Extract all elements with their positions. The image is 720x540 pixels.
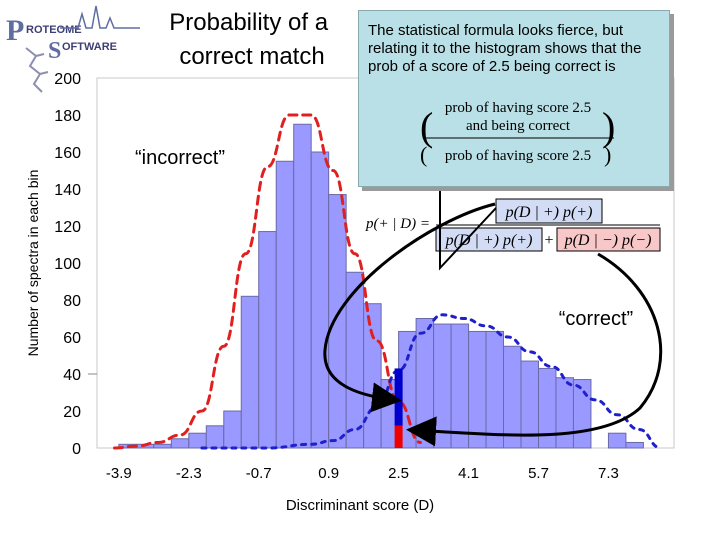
histogram-bar-26 (572, 379, 592, 449)
y-tick-label-0: 0 (72, 441, 81, 458)
histogram-bar-11 (310, 151, 330, 449)
callout-fraction: ( prob of having score 2.5 and being cor… (420, 100, 615, 167)
correct-label: “correct” (559, 308, 633, 330)
histogram-bar-17 (415, 318, 435, 449)
histogram-bar-3 (170, 438, 190, 449)
x-tick-label-5: 4.1 (458, 465, 479, 482)
distribution-curves (112, 113, 663, 450)
incorrect-label: “incorrect” (135, 147, 225, 169)
callout-box (358, 10, 670, 187)
formula-denominator-left: p(D | +) p(+) (445, 232, 533, 249)
fraction-denominator-close-paren: ) (604, 142, 611, 167)
logo-molecule-icon (25, 47, 49, 93)
score-2-5-highlight (394, 368, 403, 448)
histogram-bar-6 (223, 410, 242, 449)
x-tick-label-3: 0.9 (318, 465, 339, 482)
fraction-numerator-line-1: prob of having score 2.5 (445, 100, 591, 116)
arrow-to-red-bar (406, 252, 663, 447)
histogram-bar-14 (363, 303, 382, 449)
histogram-bar-18 (433, 323, 452, 449)
histogram-bar-21 (485, 330, 505, 449)
histogram-bar-5 (205, 425, 225, 449)
proteome-software-logo: P ROTEOME S OFTWARE (6, 5, 140, 93)
histogram-bar-22 (503, 345, 522, 449)
logo-initial-s: S (48, 38, 61, 64)
histogram-bar-12 (328, 194, 347, 449)
fraction-denominator: prob of having score 2.5 (445, 148, 591, 164)
y-tick-label-160: 160 (54, 145, 81, 162)
formula-denominator-right: p(D | −) p(−) (564, 232, 652, 249)
histogram-bar-4 (188, 432, 207, 449)
histogram-bar-25 (555, 377, 574, 449)
y-tick-label-20: 20 (63, 404, 81, 421)
x-tick-label-0: -3.9 (106, 465, 132, 482)
y-axis-label: Number of spectra in each bin (25, 170, 41, 357)
y-tick-label-200: 200 (54, 71, 81, 88)
y-tick-label-120: 120 (54, 219, 81, 236)
histogram-bar-8 (258, 231, 277, 449)
histogram-bar-20 (468, 330, 487, 449)
formula-numerator: p(D | +) p(+) (505, 204, 593, 221)
correct-curve (200, 313, 663, 450)
x-tick-label-2: -0.7 (246, 465, 272, 482)
histogram-bar-9 (275, 160, 295, 449)
logo-initial-p: P (6, 14, 24, 47)
slide-title-line-2: correct match (179, 43, 324, 70)
x-tick-label-7: 7.3 (598, 465, 619, 482)
y-tick-label-140: 140 (54, 182, 81, 199)
y-tick-label-180: 180 (54, 108, 81, 125)
incorrect-curve (112, 113, 422, 450)
highlight-bar-correct (394, 368, 403, 426)
slide-title: Probability of a correct match (169, 9, 334, 70)
y-tick-label-100: 100 (54, 256, 81, 273)
histogram-bar-10 (293, 123, 312, 449)
x-tick-label-4: 2.5 (388, 465, 409, 482)
y-tick-label-80: 80 (63, 293, 81, 310)
formula-plus: + (544, 232, 553, 249)
histogram-bar-27 (607, 432, 627, 449)
formula-denominator-right-box (556, 227, 661, 252)
callout-text: The statistical formula looks fierce, bu… (368, 22, 642, 75)
y-tick-label-60: 60 (63, 330, 81, 347)
logo-spectrum-icon (60, 5, 140, 29)
highlight-bar-incorrect (394, 425, 403, 448)
x-tick-label-1: -2.3 (176, 465, 202, 482)
callout-pointer-left (439, 160, 497, 271)
fraction-denominator-open-paren: ( (420, 142, 427, 167)
histogram-bar-19 (450, 323, 470, 449)
histogram-bar-28 (625, 441, 644, 449)
slide-title-line-1: Probability of a (169, 9, 328, 36)
x-tick-label-6: 5.7 (528, 465, 549, 482)
y-axis-ticks: 0 20 40 60 80 100 120 140 160 180 200 (54, 71, 81, 458)
histogram-bar-7 (240, 295, 260, 449)
logo-line-2: OFTWARE (62, 41, 117, 53)
fraction-numerator-line-2: and being correct (466, 118, 571, 134)
y-tick-label-40: 40 (63, 367, 81, 384)
logo-line-1: ROTEOME (26, 24, 82, 36)
formula-numerator-box (495, 198, 603, 224)
formula-lhs: p(+ | D) = (365, 216, 430, 232)
histogram-bar-2 (153, 443, 172, 449)
x-axis-label: Discriminant score (D) (286, 497, 434, 514)
x-axis-ticks: -3.9 -2.3 -0.7 0.9 2.5 4.1 5.7 7.3 (106, 465, 619, 482)
